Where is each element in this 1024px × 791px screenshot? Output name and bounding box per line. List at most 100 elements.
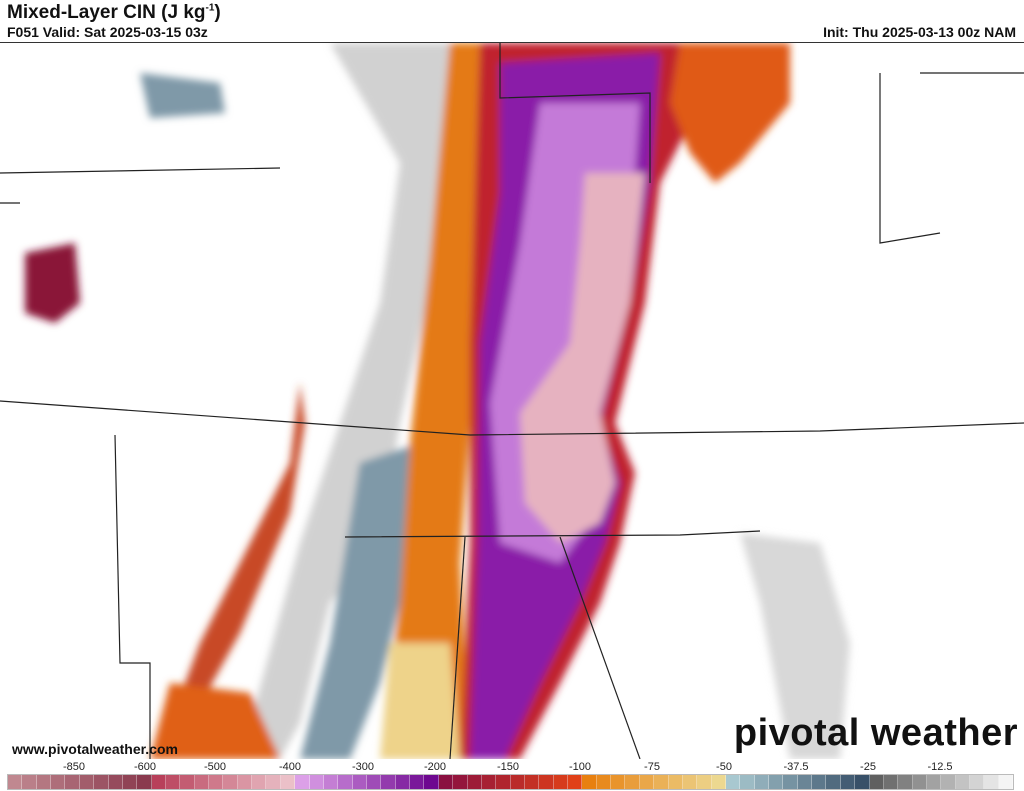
colorbar-tick-label: -25 xyxy=(860,761,876,773)
west-streak xyxy=(170,383,305,723)
colorbar-cell xyxy=(869,775,884,789)
colorbar-cell xyxy=(855,775,870,789)
colorbar-cell xyxy=(524,775,540,789)
sc-gray xyxy=(740,533,850,759)
colorbar-tick-label: -37.5 xyxy=(783,761,809,773)
colorbar-cell xyxy=(783,775,798,789)
ohio-orange xyxy=(670,43,790,183)
title-end: ) xyxy=(214,2,221,23)
pivotal-weather-logo: pivotal weather xyxy=(733,712,1018,754)
colorbar-cell xyxy=(151,775,166,789)
colorbar-cell xyxy=(496,775,511,789)
colorbar-cell xyxy=(654,775,669,789)
colorbar-cell xyxy=(984,775,999,789)
colorbar-tick-label: -50 xyxy=(716,761,732,773)
colorbar-tick-label: -100 xyxy=(568,761,592,773)
colorbar-cell xyxy=(366,775,382,789)
colorbar-cell xyxy=(883,775,899,789)
colorbar-cell xyxy=(769,775,784,789)
colorbar-tick-label: -600 xyxy=(133,761,157,773)
title-text: Mixed-Layer CIN (J kg xyxy=(7,2,206,23)
colorbar-cell xyxy=(36,775,52,789)
bluegray-field xyxy=(300,443,420,759)
colorbar-cell xyxy=(295,775,310,789)
init-time: Init: Thu 2025-03-13 00z NAM xyxy=(823,24,1016,40)
sw-orange xyxy=(150,683,280,759)
cin-map xyxy=(0,42,1024,759)
colorbar-cell xyxy=(625,775,640,789)
colorbar-cell xyxy=(51,775,66,789)
colorbar-cell xyxy=(223,775,238,789)
colorbar-cell xyxy=(395,775,411,789)
colorbar-cell xyxy=(79,775,95,789)
colorbar-cell xyxy=(252,775,267,789)
colorbar-tick-label: -500 xyxy=(203,761,227,773)
colorbar-cell xyxy=(539,775,554,789)
colorbar-cell xyxy=(94,775,109,789)
colorbar-cell xyxy=(424,775,439,789)
colorbar-cell xyxy=(280,775,296,789)
colorbar-cell xyxy=(381,775,396,789)
colorbar-cell xyxy=(711,775,726,789)
colorbar-cell xyxy=(237,775,253,789)
colorbar-tick-label: -12.5 xyxy=(927,761,953,773)
colorbar-cell xyxy=(180,775,195,789)
colorbar-cell xyxy=(740,775,755,789)
colorbar-cell xyxy=(840,775,856,789)
colorbar-cell xyxy=(553,775,569,789)
title-unit-exponent: -1 xyxy=(205,2,215,14)
colorbar-cell xyxy=(682,775,698,789)
colorbar-cell xyxy=(697,775,712,789)
website-label[interactable]: www.pivotalweather.com xyxy=(12,741,178,757)
colorbar-cell xyxy=(898,775,913,789)
yellow-patch xyxy=(380,643,460,759)
colorbar-cell xyxy=(481,775,497,789)
colorbar-cell xyxy=(266,775,281,789)
colorbar-cell xyxy=(438,775,454,789)
colorbar-cell xyxy=(970,775,985,789)
state-borders xyxy=(0,43,1024,759)
colorbar-cell xyxy=(568,775,583,789)
gray-field-west xyxy=(240,43,470,759)
map-title: Mixed-Layer CIN (J kg-1) xyxy=(7,2,221,24)
colorbar-cell xyxy=(510,775,525,789)
colorbar-cell xyxy=(797,775,813,789)
north-blue-blob xyxy=(140,73,225,118)
orange-band xyxy=(380,43,500,759)
colorbar-cell xyxy=(338,775,353,789)
colorbar-cell xyxy=(754,775,770,789)
colorbar-cell xyxy=(941,775,956,789)
colorbar-tick-label: -850 xyxy=(62,761,86,773)
colorbar-tick-label: -150 xyxy=(496,761,520,773)
colorbar-cell xyxy=(323,775,339,789)
colorbar-cell xyxy=(927,775,942,789)
west-blob xyxy=(25,243,80,323)
colorbar-cell xyxy=(122,775,138,789)
colorbar-tick-label: -300 xyxy=(351,761,375,773)
colorbar-tick-label: -400 xyxy=(278,761,302,773)
colorbar-cell xyxy=(137,775,152,789)
colorbar-cell xyxy=(22,775,37,789)
colorbar-ticks: -850 -600 -500 -400 -300 -200 -150 -100 -75 -50 -3… xyxy=(0,761,1024,774)
colorbar-cell xyxy=(65,775,80,789)
colorbar-cell xyxy=(467,775,482,789)
pink-region xyxy=(520,173,645,543)
colorbar-cell xyxy=(826,775,841,789)
colorbar-cell xyxy=(410,775,425,789)
colorbar-tick-label: -75 xyxy=(644,761,660,773)
colorbar-cell xyxy=(8,775,23,789)
colorbar-cell xyxy=(108,775,123,789)
colorbar-cell xyxy=(309,775,324,789)
colorbar-cell xyxy=(812,775,827,789)
colorbar-cell xyxy=(165,775,181,789)
colorbar-cell xyxy=(582,775,597,789)
colorbar xyxy=(7,774,1014,790)
colorbar-cell xyxy=(998,775,1014,789)
valid-time: F051 Valid: Sat 2025-03-15 03z xyxy=(7,24,208,40)
colorbar-cell xyxy=(725,775,741,789)
colorbar-cell xyxy=(352,775,367,789)
colorbar-cell xyxy=(194,775,210,789)
colorbar-cell xyxy=(453,775,468,789)
colorbar-cell xyxy=(912,775,927,789)
colorbar-cell xyxy=(596,775,612,789)
